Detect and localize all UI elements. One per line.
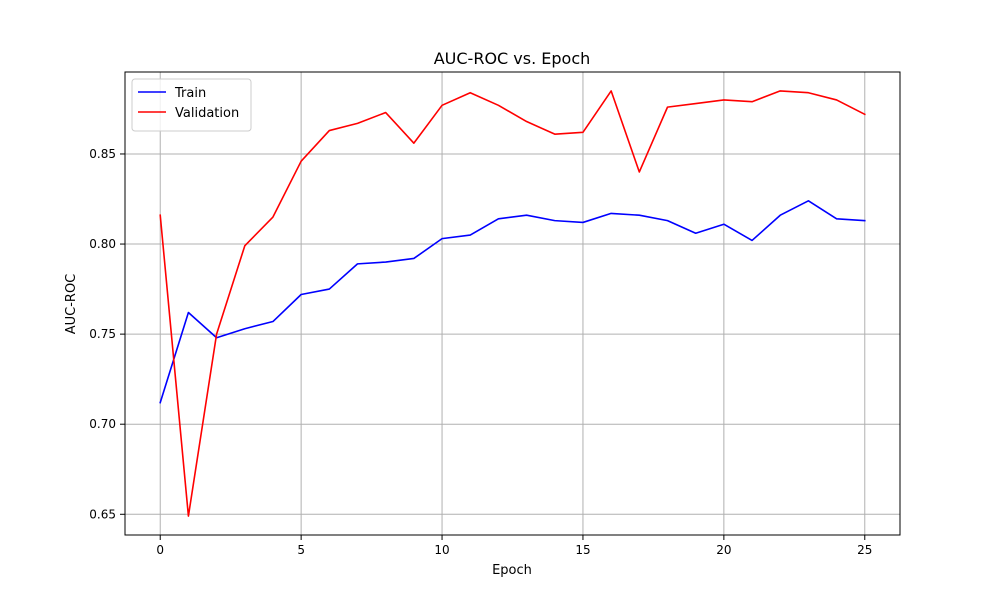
x-tick-label: 5 <box>297 543 305 557</box>
series-line-train <box>159 200 866 404</box>
legend-label-validation: Validation <box>175 106 239 121</box>
x-tick-label: 20 <box>716 543 731 557</box>
x-axis-label: Epoch <box>492 563 532 578</box>
y-tick-label: 0.70 <box>89 417 116 431</box>
chart-title: AUC-ROC vs. Epoch <box>434 49 591 68</box>
plot-area <box>125 72 900 535</box>
x-tick-label: 25 <box>857 543 872 557</box>
x-tick-label: 15 <box>575 543 590 557</box>
legend: Train Validation <box>131 78 252 132</box>
y-tick-label: 0.65 <box>89 507 116 521</box>
y-tick-label: 0.80 <box>89 237 116 251</box>
plot-frame <box>124 71 901 536</box>
series-line-validation <box>159 90 866 517</box>
grid-lines <box>125 72 900 535</box>
y-tick-label: 0.85 <box>89 147 116 161</box>
ticks: 0 5 10 15 20 25 0.65 0.70 0.75 0.80 0.85 <box>89 147 872 557</box>
series-layer <box>159 90 866 517</box>
x-tick-label: 10 <box>434 543 449 557</box>
y-axis-label: AUC-ROC <box>64 274 79 335</box>
x-tick-label: 0 <box>156 543 164 557</box>
y-tick-label: 0.75 <box>89 327 116 341</box>
legend-label-train: Train <box>174 86 206 101</box>
